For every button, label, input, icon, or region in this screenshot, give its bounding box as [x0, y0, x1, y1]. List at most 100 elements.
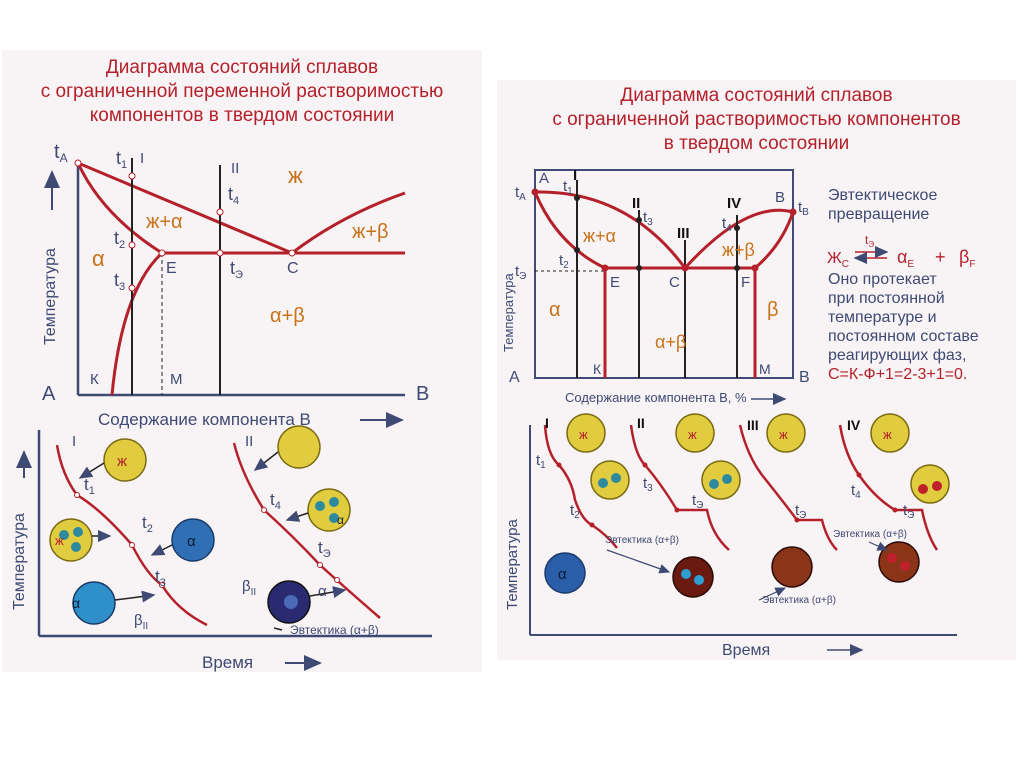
left-micro-liquid-alpha-2	[307, 488, 351, 532]
right-label-te: tЭ	[515, 263, 526, 282]
left-y-label: Температура	[42, 248, 59, 345]
right-micro-arrow-eut-1	[606, 549, 671, 574]
left-micro-eutectic-label: Эвтектика (α+β)	[290, 623, 379, 637]
right-micro-eut-2-g2	[694, 575, 704, 585]
right-title-line-3: в твердом состоянии	[663, 133, 850, 154]
left-micro-alpha-beta	[72, 581, 116, 625]
right-label-t3: t3	[643, 209, 653, 228]
left-label-alpha-beta: α+β	[270, 305, 305, 327]
left-label-te: tЭ	[230, 258, 243, 281]
right-micro-la-2-g2	[722, 474, 732, 484]
right-point-te4	[734, 265, 740, 271]
right-label-f: F	[741, 274, 750, 291]
right-point-ta	[531, 188, 539, 196]
note-spacer	[828, 224, 1013, 270]
right-title-line-1: Диаграмма состояний сплавов	[620, 85, 893, 106]
right-reaction-plus: +	[935, 247, 946, 267]
left-cool-t1: t1	[84, 475, 95, 497]
left-label-k: К	[90, 371, 99, 388]
left-micro-ab-mark: α	[72, 595, 80, 611]
left-cool-pt-4	[261, 507, 267, 513]
left-cool-pt-5	[317, 562, 323, 568]
left-x-label: Содержание компонента B	[98, 410, 311, 429]
right-cool-pt-5	[794, 517, 800, 523]
left-label-c: C	[287, 260, 299, 277]
right-micro-eut-2	[672, 556, 714, 598]
right-cool-curve-2	[629, 424, 730, 551]
right-cool-t4: t4	[851, 482, 861, 501]
right-micro-arrow-eut-3	[868, 541, 889, 551]
right-micro-lb-4-g1	[918, 484, 928, 494]
left-micro-beta-ii-2: βII	[242, 578, 256, 598]
right-cool-roman2: II	[637, 415, 645, 431]
left-phase-diagram: tA t1 I II t4 ж ж+α ж+β t2 α E tЭ C t3 α…	[11, 141, 432, 672]
left-point-t4	[216, 208, 224, 216]
right-cool-pt-1	[556, 462, 562, 468]
note-line-5: температуре и	[828, 309, 937, 326]
left-micro-la-grain-1	[59, 530, 69, 540]
left-point-t1	[128, 172, 136, 180]
right-micro-liquid-1-mark: ж	[579, 427, 588, 442]
left-micro-la2-grain-2	[329, 497, 339, 507]
left-label-alpha: α	[92, 246, 105, 271]
left-point-ta	[74, 159, 82, 167]
left-label-t2: t2	[114, 228, 125, 251]
left-label-t1: t1	[116, 148, 127, 171]
right-cool-curve-1	[543, 424, 618, 549]
eutectic-note: Эвтектическое превращение Оно протекает …	[828, 186, 1013, 384]
right-point-c	[681, 264, 689, 272]
right-point-f	[751, 264, 759, 272]
note-line-2: превращение	[828, 206, 930, 223]
left-micro-liquid-1-mark: ж	[117, 453, 127, 470]
right-label-b: B	[799, 369, 810, 386]
left-label-m: M	[170, 371, 183, 388]
right-label-ta: tA	[515, 184, 526, 203]
left-micro-eut-grain	[284, 595, 298, 609]
right-point-te2	[636, 265, 642, 271]
right-point-tb	[789, 208, 797, 216]
left-label-liquid-beta: ж+β	[352, 221, 389, 243]
left-cool-t4: t4	[270, 490, 281, 512]
right-cool-curve-3	[738, 424, 838, 551]
right-micro-la-1	[590, 460, 630, 500]
right-micro-eut-2-g1	[681, 569, 691, 579]
right-point-t1	[574, 195, 580, 201]
right-title: Диаграмма состояний сплавов с ограниченн…	[497, 84, 1016, 156]
right-phase-diagram: A B tA tB t1 I II III IV t3 t4 ж+α ж+β t…	[501, 167, 975, 659]
right-label-roman1: I	[573, 167, 577, 184]
left-cool-roman2: II	[245, 433, 253, 450]
right-label-tb: tB	[798, 199, 809, 218]
right-label-beta: β	[767, 299, 779, 321]
left-cool-t3: t3	[155, 567, 166, 589]
left-cool-pt-1	[74, 492, 80, 498]
right-point-t2	[574, 247, 580, 253]
left-micro-liquid-2	[277, 425, 321, 469]
right-cool-pt-4	[674, 507, 680, 513]
right-micro-alpha-mark: α	[558, 566, 567, 583]
left-point-te	[216, 249, 224, 257]
left-cool-pt-3	[159, 582, 165, 588]
right-micro-alpha	[544, 552, 586, 594]
left-cool-roman1: I	[72, 433, 76, 450]
left-liquidus-alpha	[77, 161, 293, 255]
right-micro-la-2	[701, 460, 741, 500]
right-reaction: ЖC	[827, 250, 849, 270]
right-point-t4	[734, 225, 740, 231]
left-point-t2	[128, 241, 136, 249]
right-cool-te: tЭ	[692, 492, 703, 511]
left-label-t4: t4	[228, 184, 239, 207]
right-label-liquid-beta: ж+β	[722, 240, 755, 260]
right-panel: Диаграмма состояний сплавов с ограниченн…	[497, 80, 1016, 660]
right-micro-liquid-1	[566, 413, 606, 453]
right-label-t1: t1	[563, 178, 573, 197]
right-solidus-beta	[754, 211, 795, 270]
left-cool-t2: t2	[142, 513, 153, 535]
right-micro-liquid-2-mark: ж	[688, 427, 697, 442]
right-reaction-beta: βF	[959, 247, 975, 270]
left-label-liquid: ж	[288, 163, 303, 188]
left-label-b: B	[416, 383, 429, 405]
right-micro-liquid-2	[675, 413, 715, 453]
right-micro-eut-4-g2	[900, 561, 910, 571]
left-label-roman2: II	[231, 160, 239, 177]
left-micro-arrow-3	[150, 544, 173, 556]
